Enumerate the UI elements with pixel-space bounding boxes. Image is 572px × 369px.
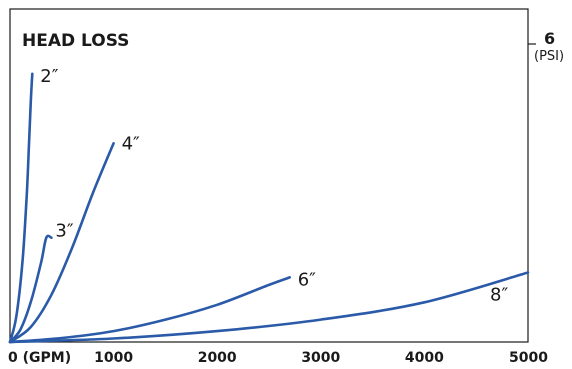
series-line-3 (8, 142, 115, 344)
x-axis-ticks: 0 (GPM) 1000 2000 3000 4000 5000 (8, 350, 548, 366)
series-line-4 (8, 276, 291, 344)
series-label: 6″ (298, 269, 316, 290)
series-line-5 (8, 271, 530, 344)
series-label: 2″ (40, 66, 58, 87)
plot-frame (9, 8, 529, 343)
series-line-1 (8, 72, 34, 344)
series-line-2 (8, 234, 53, 344)
series-label: 4″ (122, 133, 140, 154)
x-tick-label: 0 (GPM) (8, 350, 71, 366)
series-lines (8, 72, 530, 344)
chart-title: HEAD LOSS (22, 31, 129, 51)
series-label: 3″ (55, 221, 73, 242)
x-tick-label: 2000 (198, 350, 237, 366)
x-tick-label: 3000 (301, 350, 340, 366)
x-tick-label: 5000 (509, 350, 548, 366)
y-unit-label: (PSI) (534, 49, 564, 64)
x-tick-label: 4000 (405, 350, 444, 366)
y-max-label: 6 (544, 29, 555, 48)
series-labels: 2″ 3″ 4″ 6″ 8″ (40, 66, 508, 306)
series-label: 8″ (490, 285, 508, 306)
x-tick-label: 1000 (94, 350, 133, 366)
